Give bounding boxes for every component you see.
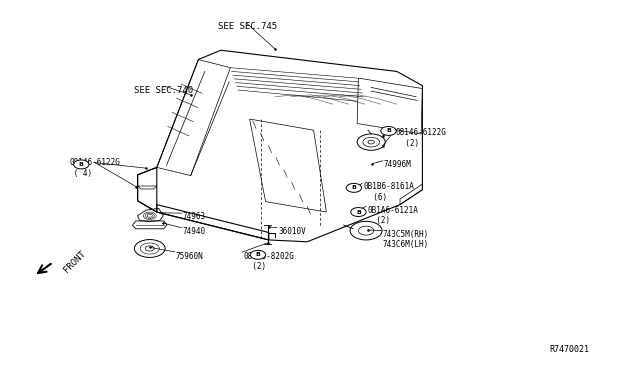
Text: R7470021: R7470021 [549, 345, 589, 354]
Circle shape [346, 183, 362, 192]
Text: SEE SEC.740: SEE SEC.740 [134, 86, 193, 94]
Text: 74963: 74963 [182, 212, 205, 221]
Text: 74940: 74940 [182, 227, 205, 236]
Text: FRONT: FRONT [62, 249, 88, 275]
Text: B: B [79, 162, 84, 167]
Text: 0B1A6-6121A
  (2): 0B1A6-6121A (2) [367, 206, 418, 225]
Circle shape [250, 250, 266, 259]
Text: 36010V: 36010V [278, 227, 306, 236]
Text: 75960N: 75960N [176, 252, 204, 261]
Circle shape [351, 208, 366, 217]
Text: SEE SEC.745: SEE SEC.745 [218, 22, 276, 31]
Text: B: B [356, 209, 361, 215]
Text: 08L46-8202G
  (2): 08L46-8202G (2) [243, 252, 294, 271]
Text: 0B1B6-8161A
  (6): 0B1B6-8161A (6) [364, 182, 414, 202]
Text: 08146-6122G
 ( 4): 08146-6122G ( 4) [69, 158, 120, 177]
Circle shape [381, 126, 396, 135]
Text: B: B [255, 252, 260, 257]
Text: 08146-6122G
  (2): 08146-6122G (2) [396, 128, 446, 148]
Text: 743C5M(RH)
743C6M(LH): 743C5M(RH) 743C6M(LH) [383, 230, 429, 249]
Text: 74996M: 74996M [384, 160, 412, 169]
Text: B: B [351, 185, 356, 190]
Circle shape [74, 160, 89, 169]
Text: B: B [386, 128, 391, 134]
